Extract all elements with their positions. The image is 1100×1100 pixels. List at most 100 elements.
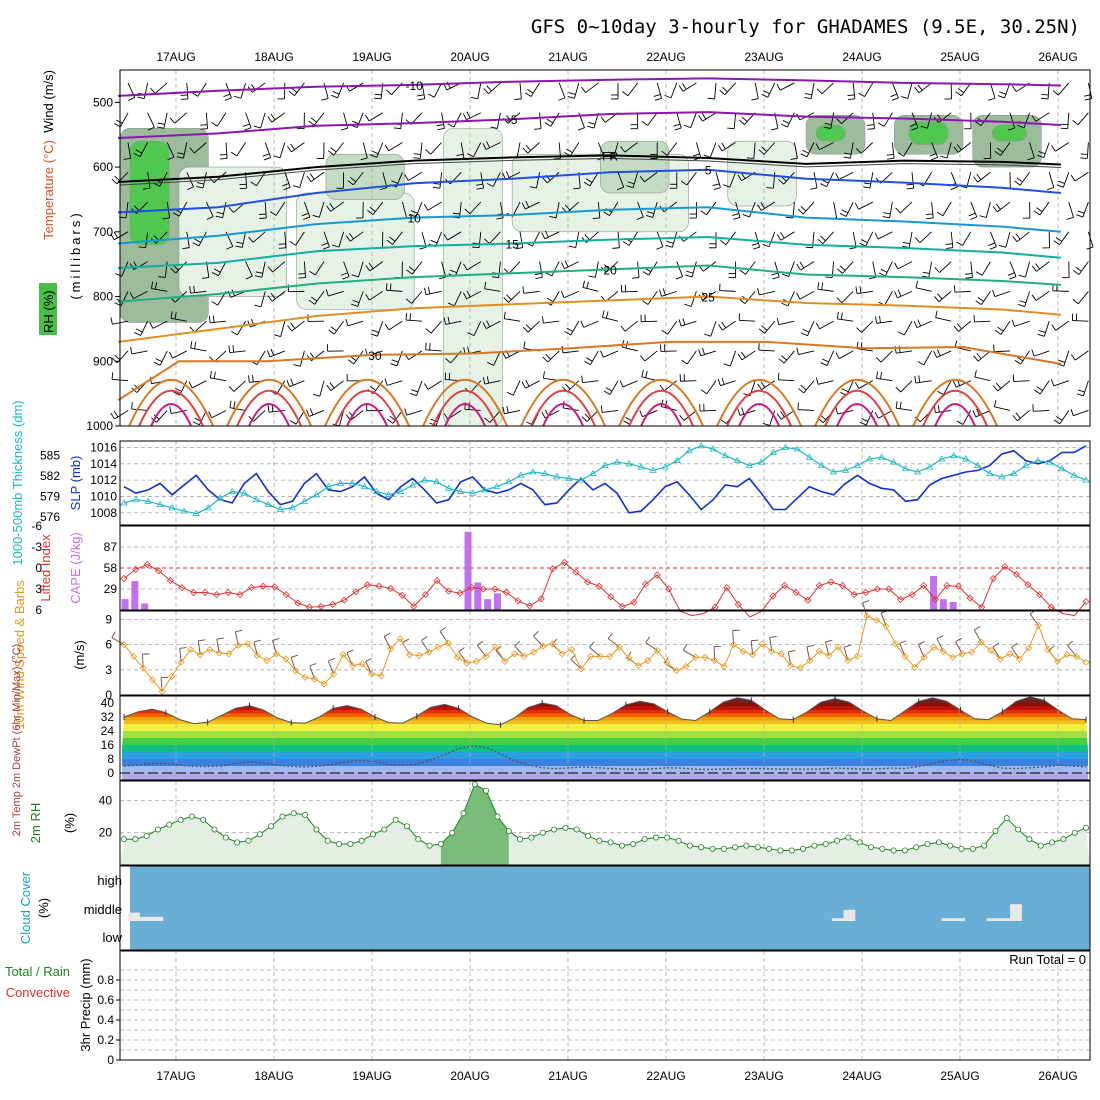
wind-barb-flag xyxy=(347,180,354,186)
wind-speed-point xyxy=(415,651,423,660)
wind-barb-flag xyxy=(723,363,731,367)
wind-barb-shaft xyxy=(127,142,131,159)
wind-speed-point xyxy=(701,653,709,661)
wind-barb-flag xyxy=(162,217,170,220)
wind-barb-shaft xyxy=(485,142,501,150)
wind-barb-shaft xyxy=(993,350,1011,353)
wind-barb-flag xyxy=(925,213,933,216)
lifted-index-point xyxy=(329,600,337,608)
wind-barb-flag xyxy=(592,217,600,220)
wind-barb-shaft xyxy=(318,201,325,218)
wind-barb-shaft xyxy=(729,172,737,188)
cape-bar xyxy=(949,602,957,610)
wind10m-ylabel: 10m Wind Speed & Barbs xyxy=(12,580,27,730)
wind-barb-flag xyxy=(617,186,624,191)
lifted-index-point xyxy=(769,592,777,600)
wind-barb-shaft xyxy=(897,261,913,270)
wind-barb-flag xyxy=(762,422,770,427)
wind-barb-flag xyxy=(875,356,882,363)
wind-barb-flag xyxy=(584,234,590,241)
cloud-level-high: high xyxy=(97,873,122,888)
wind-barb-flag xyxy=(553,157,561,160)
wind-barb-shaft xyxy=(706,380,717,395)
wind-barb-shaft xyxy=(861,320,874,333)
wind-speed-point xyxy=(196,651,204,659)
wind-barb-shaft xyxy=(880,350,893,363)
wind-barb-flag xyxy=(805,246,813,249)
wind-barb-flag xyxy=(194,341,197,349)
wind-barb-flag xyxy=(641,120,648,126)
wind-barb-flag xyxy=(137,96,145,100)
thickness-point xyxy=(865,455,874,462)
wind-barb-shaft xyxy=(954,290,971,293)
wind-speed-point xyxy=(215,649,223,657)
wind-barb-flag xyxy=(855,147,862,154)
wind-barb-shaft xyxy=(291,142,305,153)
wind-barb-flag xyxy=(1073,270,1080,275)
wind-barb-flag xyxy=(588,121,596,125)
wind-barb-shaft xyxy=(264,202,267,219)
wind-speed-point xyxy=(568,646,576,654)
wind-barb-flag xyxy=(825,276,833,278)
wind-barb-flag xyxy=(917,361,925,366)
wind-barb-flag xyxy=(581,86,586,93)
wind-barb-shaft xyxy=(813,172,818,189)
wind-barb-shaft xyxy=(975,410,991,418)
wind-barb-shaft xyxy=(586,410,599,422)
wind-barb-shaft xyxy=(466,112,481,121)
wind-barb-shaft xyxy=(339,410,345,427)
wind-barb-shaft xyxy=(918,82,932,94)
wind-barb-flag xyxy=(226,245,233,250)
wind-speed-point xyxy=(320,680,328,688)
wind-barb-shaft xyxy=(284,231,287,248)
wind-barb-flag xyxy=(352,299,360,304)
slp-ylabel: SLP (mb) xyxy=(68,456,83,511)
precip-convective-label: Convective xyxy=(6,985,70,1000)
wind-barb-flag xyxy=(679,414,685,421)
wind-barb-shaft xyxy=(1077,112,1089,126)
wind-barb-flag xyxy=(1051,145,1056,152)
wind-barb-shaft xyxy=(860,142,874,154)
wind-barb-flag xyxy=(847,98,855,101)
contour-label: 15 xyxy=(505,237,519,251)
wind-barb-flag xyxy=(438,276,446,280)
wind-barb-flag xyxy=(977,297,984,302)
cape-bar xyxy=(930,575,938,610)
thickness-point xyxy=(793,445,802,452)
wind-barb-flag xyxy=(292,185,300,189)
wind-barb-shaft xyxy=(489,231,501,244)
rh2m-point xyxy=(121,836,128,843)
rh2m-point xyxy=(709,845,716,852)
wind-barb-flag xyxy=(817,282,820,290)
wind-barb-flag xyxy=(533,631,539,637)
wind-barb-flag xyxy=(1058,359,1066,363)
warm-contour xyxy=(422,379,509,427)
wind-barb-flag xyxy=(215,215,223,219)
wind-barb-shaft xyxy=(981,291,991,305)
warm-contour xyxy=(334,389,401,427)
wind-barb-flag xyxy=(113,231,118,239)
wind-barb-flag xyxy=(936,211,944,217)
wind-barb-flag xyxy=(138,246,146,249)
rh2m-point xyxy=(154,826,161,833)
wind-barb-shaft xyxy=(806,142,815,158)
wind-barb-flag xyxy=(992,206,998,213)
warm-contour xyxy=(520,379,607,427)
wind-barb-shaft xyxy=(652,201,658,218)
wind-barb-shaft xyxy=(172,350,188,359)
wind-barb-flag xyxy=(666,240,674,244)
wind-barb-shaft xyxy=(830,112,835,129)
thickness-point xyxy=(252,495,260,503)
wind-barb-flag xyxy=(326,205,332,212)
wind-barb-shaft xyxy=(946,142,952,159)
wind-barb-shaft xyxy=(459,201,462,219)
wind-barb-flag xyxy=(228,345,231,353)
rh2m-point xyxy=(822,841,829,848)
wind-barb-flag xyxy=(327,150,335,156)
wind-barb-flag xyxy=(761,146,768,152)
wind-barb-flag xyxy=(1072,299,1079,305)
rh2m-point xyxy=(426,842,433,849)
wind-barb-flag xyxy=(342,276,350,280)
cloud-cover-bar xyxy=(128,912,140,921)
wind-barb-flag xyxy=(1084,98,1092,101)
